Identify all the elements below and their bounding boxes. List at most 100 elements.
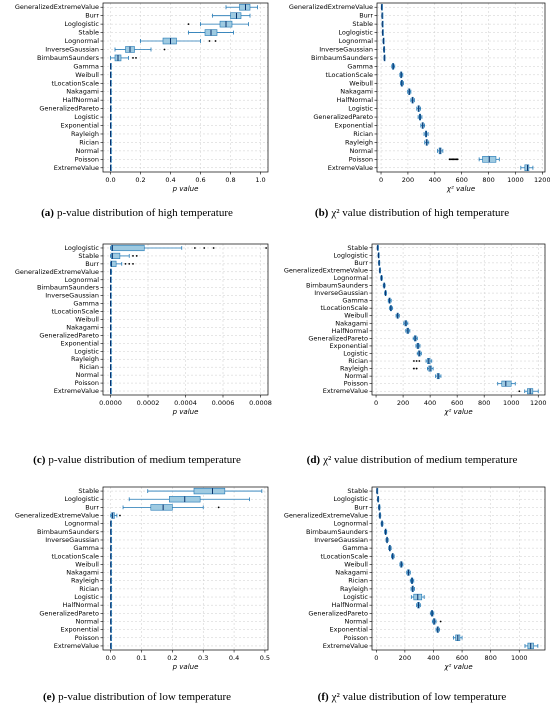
y-tick-label: Gamma (342, 297, 368, 305)
y-tick-label: GeneralizedExtremeValue (15, 3, 99, 11)
outlier (163, 48, 166, 51)
caption-label: (e) (43, 691, 56, 703)
y-tick-label: tLocationScale (51, 308, 99, 316)
y-tick-label: Lognormal (334, 274, 369, 282)
box (162, 37, 177, 45)
x-tick-label: 1000 (503, 399, 520, 407)
x-tick-label: 1000 (511, 654, 528, 662)
x-tick-label: 800 (478, 399, 490, 407)
x-axis-label: χ² value (443, 663, 472, 671)
y-tick-label: Weibull (344, 560, 368, 568)
x-tick-label: 200 (397, 399, 409, 407)
x-tick-label: 0.4 (229, 654, 239, 662)
x-tick-label: 1200 (530, 399, 547, 407)
outlier (135, 57, 137, 59)
caption: (d) χ² value distribution of medium tempe… (307, 454, 518, 466)
outlier (448, 158, 451, 161)
outlier (132, 262, 134, 265)
x-tick-label: 1000 (507, 176, 524, 184)
axes-frame (102, 243, 269, 396)
x-tick-label: 0.1 (136, 654, 146, 662)
y-tick-label: Normal (349, 147, 373, 155)
outlier (415, 367, 418, 370)
x-tick-label: 0.6 (195, 176, 205, 184)
caption-label: (a) (41, 207, 54, 219)
y-tick-label: Stable (78, 252, 99, 260)
y-tick-label: Normal (75, 617, 99, 625)
x-axis-label: χ² value (443, 408, 472, 416)
y-tick-label: GeneralizedPareto (39, 105, 99, 113)
y-tick-label: Stable (347, 487, 368, 495)
y-tick-label: Rayleigh (340, 585, 368, 593)
caption-text: p-value distribution of low temperature (58, 691, 231, 703)
x-tick-label: 600 (456, 654, 468, 662)
y-tick-label: Loglogistic (64, 20, 99, 28)
y-tick-label: Lognormal (65, 520, 100, 528)
y-tick-label: Gamma (73, 544, 99, 552)
x-tick-label: 0.0 (105, 176, 115, 184)
outlier (119, 514, 121, 517)
outlier (456, 158, 459, 161)
y-tick-label: BirnbaumSaunders (306, 528, 369, 536)
y-tick-label: BirnbaumSaunders (306, 282, 369, 290)
caption: (c) p-value distribution of medium temper… (33, 454, 241, 466)
x-tick-label: 200 (399, 654, 411, 662)
y-tick-label: Burr (359, 12, 373, 20)
caption-text: χ² value distribution of high temperatur… (330, 207, 509, 219)
y-tick-label: Exponential (61, 626, 100, 634)
outlier (415, 360, 418, 362)
y-tick-label: Exponential (335, 122, 374, 130)
outlier (412, 367, 415, 370)
caption: (f) χ² value distribution of low temperat… (318, 691, 507, 703)
x-tick-label: 0.0 (106, 654, 116, 662)
outlier (132, 255, 134, 257)
caption-text: χ² value distribution of medium temperat… (322, 454, 517, 466)
y-tick-label: tLocationScale (325, 71, 373, 79)
y-tick-label: ExtremeValue (328, 164, 373, 172)
y-tick-label: GeneralizedPareto (308, 609, 368, 617)
outlier (135, 255, 138, 257)
x-axis-label: p value (172, 185, 199, 193)
box (501, 380, 512, 387)
y-tick-label: Poisson (349, 155, 373, 163)
x-tick-label: 0.0008 (249, 399, 272, 407)
caption-text: p-value distribution of medium temperatu… (48, 454, 241, 466)
x-axis-label: χ² value (446, 185, 475, 193)
y-tick-label: ExtremeValue (54, 642, 99, 650)
y-tick-label: Rayleigh (345, 138, 373, 146)
y-tick-label: tLocationScale (51, 79, 99, 87)
caption: (b) χ² value distribution of high tempera… (315, 207, 509, 219)
box (239, 3, 251, 11)
y-tick-label: Rayleigh (340, 365, 368, 373)
caption: (a) p-value distribution of high temperat… (41, 207, 233, 219)
x-tick-label: 800 (482, 176, 494, 184)
y-tick-label: InverseGaussian (45, 45, 99, 53)
y-tick-label: Logistic (348, 105, 373, 113)
y-tick-label: Logistic (74, 113, 99, 121)
y-tick-label: BirnbaumSaunders (37, 528, 100, 536)
y-tick-label: InverseGaussian (45, 292, 99, 300)
y-tick-label: Stable (78, 487, 99, 495)
box (110, 260, 117, 267)
y-tick-label: Poisson (344, 634, 368, 642)
y-tick-label: Rician (348, 577, 368, 585)
y-tick-label: BirnbaumSaunders (37, 284, 100, 292)
y-tick-label: GeneralizedExtremeValue (289, 3, 373, 11)
x-tick-label: 0.0002 (137, 399, 160, 407)
y-tick-label: GeneralizedPareto (39, 331, 99, 339)
y-tick-label: Poisson (344, 380, 368, 388)
axes-frame (371, 243, 546, 396)
y-tick-label: Logistic (74, 593, 99, 601)
y-tick-label: BirnbaumSaunders (311, 54, 374, 62)
y-tick-label: Rician (348, 357, 368, 365)
outlier (203, 247, 206, 249)
x-tick-label: 0.8 (225, 176, 235, 184)
y-tick-label: Nakagami (66, 323, 99, 331)
x-tick-label: 200 (402, 176, 414, 184)
y-tick-label: Loglogistic (333, 495, 368, 503)
y-tick-label: HalfNormal (63, 96, 100, 104)
x-tick-label: 0.5 (260, 654, 270, 662)
x-tick-label: 0 (379, 176, 383, 184)
outlier (454, 158, 456, 161)
